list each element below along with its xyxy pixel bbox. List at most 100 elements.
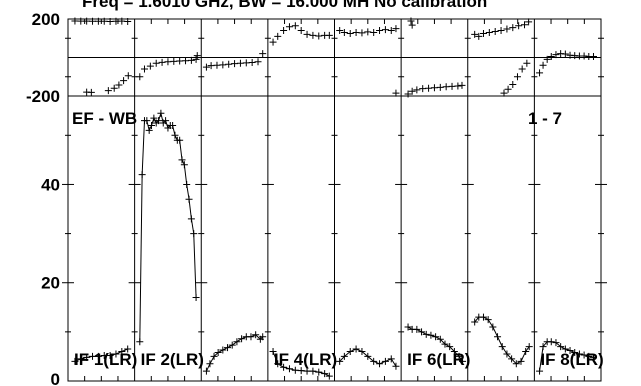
phase-point-if-8: [536, 69, 544, 77]
phase-point-if-5: [370, 28, 378, 36]
amp-point-if-3: [219, 346, 227, 354]
phase-point-if-2: [152, 59, 160, 67]
amp-point-if-6: [418, 328, 426, 336]
phase-point-if-3: [213, 61, 221, 69]
phase-point-if-1: [120, 77, 128, 85]
amp-point-if-7: [494, 333, 502, 341]
phase-point-if-7: [515, 22, 523, 30]
amp-point-if-5: [346, 348, 354, 356]
phase-point-if-7: [523, 59, 531, 67]
amp-point-if-1: [77, 355, 85, 363]
amp-point-if-2: [183, 180, 191, 188]
phase-point-if-4: [285, 23, 293, 31]
amp-point-if-6: [413, 325, 421, 333]
amp-point-if-3: [228, 341, 236, 349]
amp-point-if-1: [100, 351, 108, 359]
amp-point-if-2: [138, 171, 146, 179]
phase-point-if-2: [146, 62, 154, 70]
amp-point-if-3: [259, 333, 267, 341]
amp-point-if-5: [387, 355, 395, 363]
amp-point-if-5: [340, 352, 348, 360]
phase-point-if-2: [136, 73, 144, 81]
panel-frames: [67, 18, 602, 382]
amp-point-if-5: [381, 357, 389, 365]
phase-point-if-7: [500, 89, 508, 97]
phase-point-if-8: [589, 53, 597, 61]
if-labels: IF 1(LR) IF 2(LR) IF 4(LR) IF 6(LR) IF 8(LR): [74, 350, 604, 369]
amp-point-if-4: [309, 367, 317, 375]
phase-point-if-1: [112, 17, 120, 25]
phase-y-tick-label: -200: [26, 87, 60, 106]
amp-point-if-2: [157, 109, 165, 117]
phase-point-if-3: [231, 60, 239, 68]
phase-point-if-3: [202, 63, 210, 71]
phase-point-if-1: [77, 17, 85, 25]
data-series: [71, 17, 597, 380]
amp-point-if-1: [106, 351, 114, 359]
channel-range-label: 1 - 7: [528, 109, 562, 128]
amp-point-if-3: [214, 349, 222, 356]
phase-point-if-7: [471, 30, 479, 38]
phase-point-if-5: [346, 29, 354, 37]
amp-point-if-6: [432, 333, 440, 341]
amp-point-if-6: [459, 357, 467, 365]
phase-point-if-5: [364, 28, 372, 36]
amp-point-if-4: [303, 367, 311, 375]
amp-point-if-7: [489, 323, 497, 331]
phase-point-if-7: [503, 25, 511, 33]
amp-point-if-6: [427, 331, 435, 339]
amp-point-if-2: [185, 195, 193, 203]
phase-point-if-7: [504, 85, 512, 93]
phase-point-if-2: [140, 65, 148, 73]
y-tick-labels: 200 -200 0 20 40: [26, 10, 60, 386]
phase-point-if-8: [547, 53, 555, 61]
plot-title: Freq = 1.6010 GHz, BW = 16.000 MH No cal…: [82, 0, 487, 11]
amp-point-if-6: [450, 348, 458, 356]
amp-point-if-8: [575, 350, 583, 358]
amp-point-if-1: [118, 348, 126, 356]
amp-point-if-2: [180, 161, 188, 169]
phase-point-if-4: [280, 27, 288, 35]
phase-point-if-2: [193, 52, 201, 60]
phase-point-if-6: [413, 86, 421, 94]
phase-point-if-3: [207, 62, 215, 70]
phase-point-if-1: [110, 84, 118, 92]
amp-point-if-8: [557, 343, 565, 351]
phase-point-if-4: [297, 27, 305, 35]
amp-point-if-7: [503, 350, 511, 358]
phase-y-tick-label: 200: [32, 10, 60, 29]
amp-point-if-7: [525, 343, 533, 351]
amp-y-tick-label: 20: [41, 274, 60, 293]
amp-point-if-5: [352, 345, 360, 353]
amp-point-if-2: [178, 156, 186, 164]
phase-point-if-6: [408, 21, 416, 29]
amp-point-if-1: [89, 352, 97, 360]
phase-point-if-5: [376, 27, 384, 35]
phase-point-if-2: [187, 56, 195, 64]
phase-point-if-3: [242, 59, 250, 67]
amp-point-if-3: [210, 352, 218, 360]
amp-point-if-8: [571, 349, 579, 356]
amp-point-if-6: [404, 323, 412, 331]
amp-point-if-3: [233, 338, 241, 346]
if-label-2: IF 2(LR): [141, 350, 204, 369]
phase-point-if-5: [381, 26, 389, 34]
amp-point-if-1: [124, 345, 132, 353]
phase-point-if-8: [543, 55, 551, 63]
if-label-8: IF 8(LR): [540, 350, 603, 369]
phase-point-if-8: [539, 61, 547, 69]
phase-point-if-2: [170, 57, 178, 65]
phase-point-if-5: [392, 89, 400, 97]
amp-y-tick-label: 0: [51, 370, 60, 386]
amp-point-if-5: [376, 360, 384, 368]
amp-point-if-4: [269, 348, 277, 356]
phase-point-if-6: [425, 84, 433, 92]
phase-point-if-2: [158, 58, 166, 66]
phase-point-if-1: [124, 72, 132, 80]
phase-point-if-1: [124, 18, 132, 26]
phase-point-if-7: [521, 21, 529, 29]
amp-point-if-7: [471, 318, 479, 326]
amp-point-if-6: [441, 340, 449, 348]
amp-point-if-8: [585, 352, 593, 360]
phase-point-if-7: [518, 65, 526, 73]
